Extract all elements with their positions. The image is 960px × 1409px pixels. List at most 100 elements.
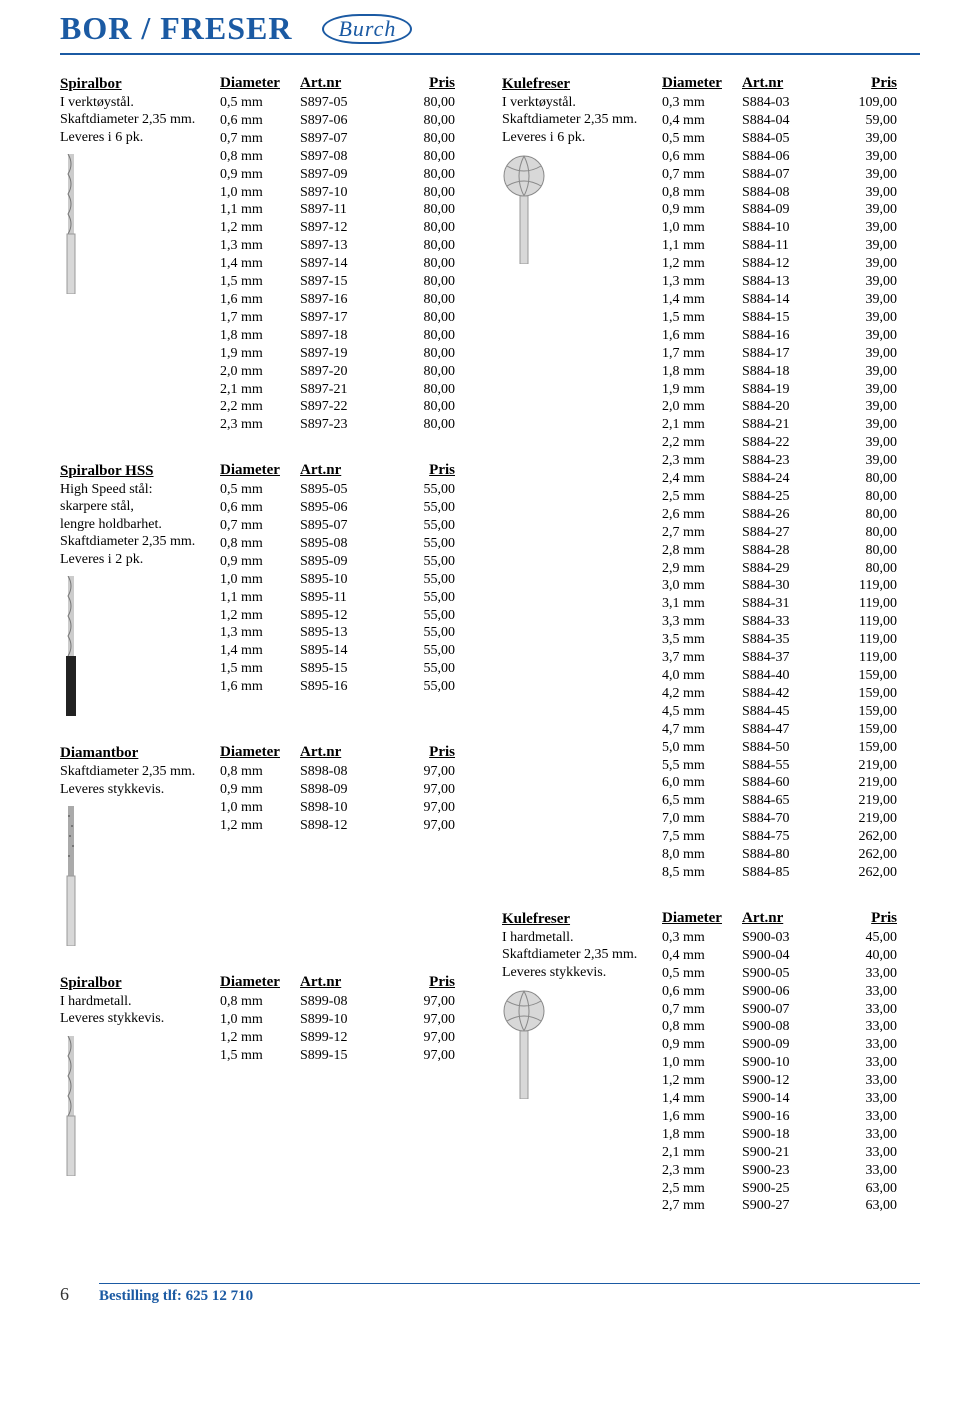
cell-diameter: 0,9 mm <box>220 166 300 184</box>
cell-pris: 63,00 <box>837 1180 897 1198</box>
cell-diameter: 1,3 mm <box>662 273 742 291</box>
cell-pris: 55,00 <box>395 553 455 571</box>
cell-diameter: 0,6 mm <box>662 983 742 1001</box>
table-row: 2,3 mmS900-2333,00 <box>662 1162 920 1180</box>
table-row: 0,9 mmS897-0980,00 <box>220 166 478 184</box>
cell-pris: 39,00 <box>837 452 897 470</box>
product-name: Spiralbor <box>60 974 212 993</box>
cell-artnr: S900-03 <box>742 929 837 947</box>
col-header-artnr: Art.nr <box>300 462 395 479</box>
col-header-artnr: Art.nr <box>300 75 395 92</box>
cell-artnr: S897-05 <box>300 94 395 112</box>
product-section: SpiralborI hardmetall.Leveres stykkevis.… <box>60 974 478 1176</box>
cell-diameter: 0,8 mm <box>220 535 300 553</box>
table-row: 1,3 mmS895-1355,00 <box>220 624 478 642</box>
cell-diameter: 1,1 mm <box>662 237 742 255</box>
cell-pris: 63,00 <box>837 1197 897 1215</box>
cell-pris: 80,00 <box>837 470 897 488</box>
cell-pris: 59,00 <box>837 112 897 130</box>
twist-drill-black-icon <box>60 576 86 716</box>
cell-pris: 55,00 <box>395 624 455 642</box>
table-row: 1,0 mmS899-1097,00 <box>220 1011 478 1029</box>
cell-pris: 80,00 <box>395 416 455 434</box>
cell-artnr: S897-21 <box>300 381 395 399</box>
cell-pris: 119,00 <box>837 577 897 595</box>
cell-pris: 55,00 <box>395 499 455 517</box>
cell-pris: 80,00 <box>395 94 455 112</box>
table-row: 6,5 mmS884-65219,00 <box>662 792 920 810</box>
table-row: 0,8 mmS898-0897,00 <box>220 763 478 781</box>
product-desc-line: Leveres i 6 pk. <box>60 129 212 147</box>
table-row: 2,0 mmS897-2080,00 <box>220 363 478 381</box>
cell-pris: 39,00 <box>837 273 897 291</box>
cell-diameter: 2,4 mm <box>662 470 742 488</box>
cell-diameter: 0,7 mm <box>220 517 300 535</box>
table-row: 1,4 mmS895-1455,00 <box>220 642 478 660</box>
product-section: SpiralborI verktøystål.Skaftdiameter 2,3… <box>60 75 478 434</box>
ball-mill-icon <box>502 154 528 264</box>
cell-pris: 80,00 <box>837 488 897 506</box>
product-desc-line: Leveres i 6 pk. <box>502 129 654 147</box>
table-row: 0,9 mmS898-0997,00 <box>220 781 478 799</box>
cell-artnr: S884-70 <box>742 810 837 828</box>
cell-pris: 80,00 <box>837 524 897 542</box>
cell-artnr: S884-28 <box>742 542 837 560</box>
cell-pris: 97,00 <box>395 817 455 835</box>
cell-diameter: 2,3 mm <box>220 416 300 434</box>
cell-diameter: 1,0 mm <box>220 1011 300 1029</box>
table-row: 1,2 mmS900-1233,00 <box>662 1072 920 1090</box>
cell-artnr: S884-45 <box>742 703 837 721</box>
cell-diameter: 0,6 mm <box>220 499 300 517</box>
table-row: 2,7 mmS884-2780,00 <box>662 524 920 542</box>
cell-artnr: S895-05 <box>300 481 395 499</box>
cell-artnr: S897-17 <box>300 309 395 327</box>
table-row: 0,4 mmS900-0440,00 <box>662 947 920 965</box>
cell-artnr: S884-75 <box>742 828 837 846</box>
table-row: 0,8 mmS899-0897,00 <box>220 993 478 1011</box>
cell-pris: 39,00 <box>837 148 897 166</box>
cell-artnr: S895-07 <box>300 517 395 535</box>
cell-artnr: S895-09 <box>300 553 395 571</box>
twist-drill-icon <box>60 154 86 294</box>
cell-pris: 39,00 <box>837 130 897 148</box>
diamond-drill-icon <box>60 806 86 946</box>
cell-artnr: S897-06 <box>300 112 395 130</box>
cell-artnr: S884-33 <box>742 613 837 631</box>
cell-artnr: S884-65 <box>742 792 837 810</box>
cell-artnr: S884-09 <box>742 201 837 219</box>
cell-artnr: S884-08 <box>742 184 837 202</box>
cell-pris: 39,00 <box>837 416 897 434</box>
table-row: 2,1 mmS900-2133,00 <box>662 1144 920 1162</box>
table-row: 1,3 mmS897-1380,00 <box>220 237 478 255</box>
cell-pris: 80,00 <box>395 291 455 309</box>
table-row: 4,5 mmS884-45159,00 <box>662 703 920 721</box>
cell-artnr: S884-13 <box>742 273 837 291</box>
cell-pris: 40,00 <box>837 947 897 965</box>
cell-pris: 80,00 <box>395 112 455 130</box>
table-row: 0,5 mmS900-0533,00 <box>662 965 920 983</box>
cell-artnr: S884-16 <box>742 327 837 345</box>
cell-artnr: S900-27 <box>742 1197 837 1215</box>
cell-pris: 39,00 <box>837 363 897 381</box>
cell-pris: 80,00 <box>837 506 897 524</box>
cell-diameter: 3,0 mm <box>662 577 742 595</box>
table-row: 1,0 mmS884-1039,00 <box>662 219 920 237</box>
cell-pris: 39,00 <box>837 255 897 273</box>
cell-diameter: 2,0 mm <box>220 363 300 381</box>
table-row: 0,7 mmS897-0780,00 <box>220 130 478 148</box>
product-desc-line: Skaftdiameter 2,35 mm. <box>502 111 654 129</box>
table-row: 7,0 mmS884-70219,00 <box>662 810 920 828</box>
cell-artnr: S900-18 <box>742 1126 837 1144</box>
table-row: 1,6 mmS900-1633,00 <box>662 1108 920 1126</box>
cell-artnr: S884-10 <box>742 219 837 237</box>
cell-pris: 55,00 <box>395 678 455 696</box>
cell-pris: 80,00 <box>395 327 455 345</box>
table-row: 1,2 mmS897-1280,00 <box>220 219 478 237</box>
product-name: Kulefreser <box>502 75 654 94</box>
table-row: 1,6 mmS884-1639,00 <box>662 327 920 345</box>
cell-artnr: S900-10 <box>742 1054 837 1072</box>
cell-diameter: 3,1 mm <box>662 595 742 613</box>
cell-diameter: 1,9 mm <box>220 345 300 363</box>
table-row: 3,7 mmS884-37119,00 <box>662 649 920 667</box>
cell-pris: 159,00 <box>837 667 897 685</box>
